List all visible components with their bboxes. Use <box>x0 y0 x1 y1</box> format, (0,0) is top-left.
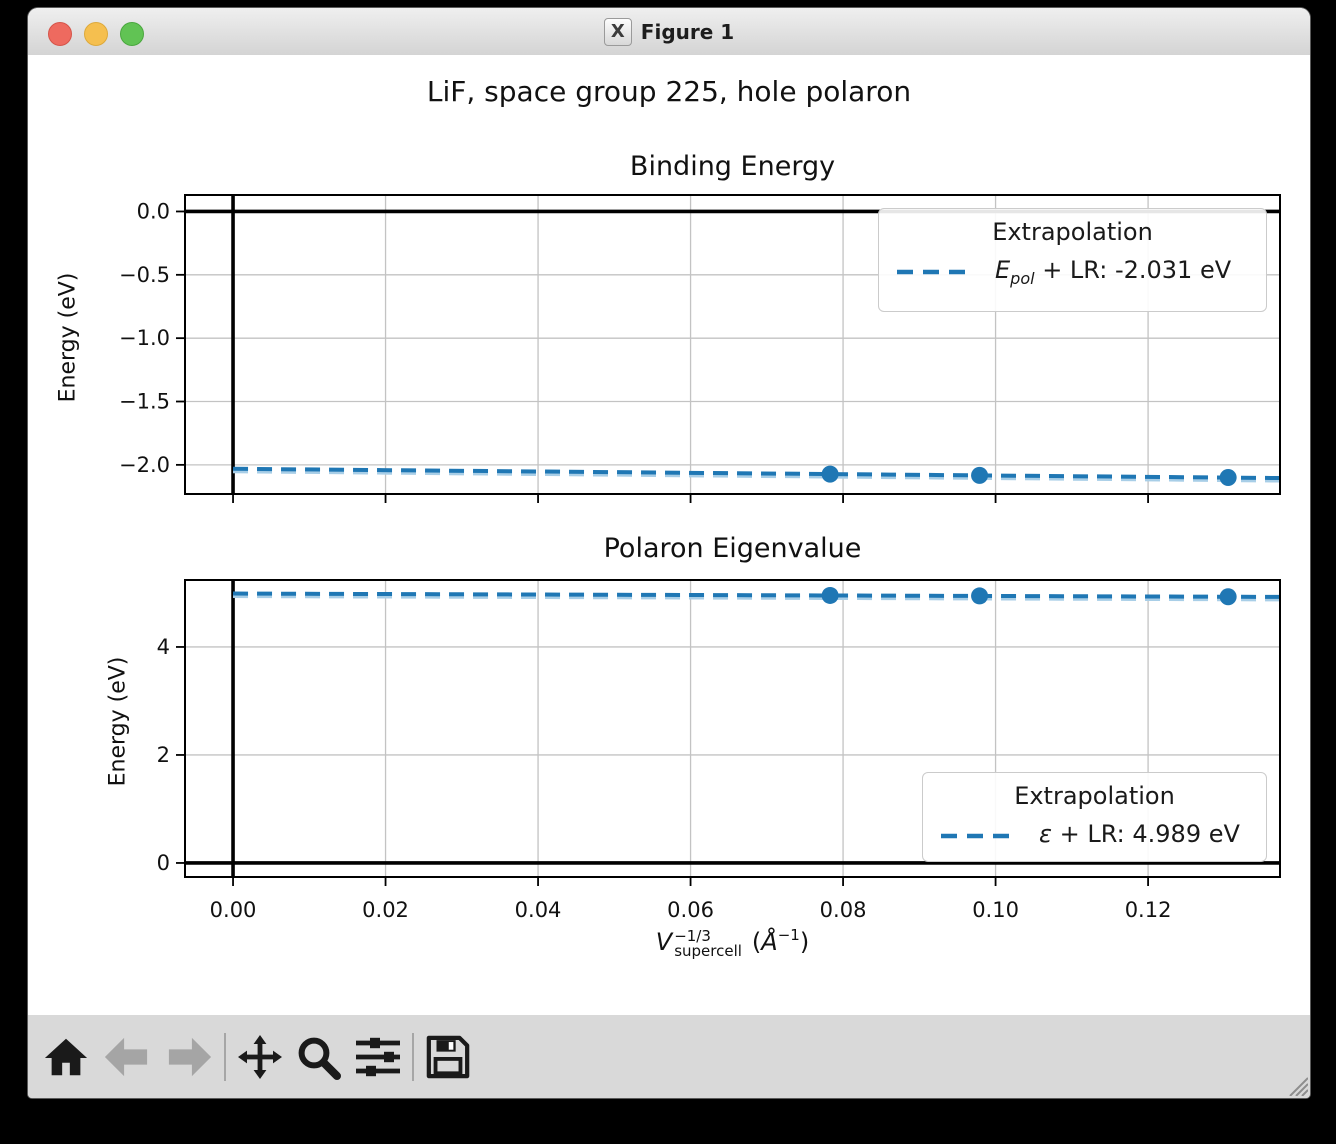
zoom-to-rect-button[interactable] <box>292 1031 344 1083</box>
data-point <box>971 587 989 605</box>
home-button[interactable] <box>40 1031 92 1083</box>
plot2-legend-entry: ε + LR: 4.989 eV <box>923 810 1266 852</box>
extrapolation-line <box>233 466 1281 481</box>
y-tick-label: 0 <box>157 851 170 875</box>
fit-line-light <box>233 469 1281 483</box>
x-tick-label: 0.04 <box>515 898 562 922</box>
x-tick-label: 0.12 <box>1125 898 1172 922</box>
dashed-line-swatch <box>897 269 969 275</box>
plot1-legend-entry: Epol + LR: -2.031 eV <box>879 246 1266 288</box>
legend-text: + LR: -2.031 eV <box>1034 256 1232 284</box>
dashed-line-swatch <box>941 833 1013 839</box>
legend-symbol: ε <box>1039 820 1052 848</box>
fit-line-light <box>233 594 1281 602</box>
forward-arrow-icon <box>168 1037 212 1076</box>
figure-window: X Figure 1 LiF, space group 225, hole po… <box>28 8 1310 1098</box>
axes-frame <box>184 194 1281 495</box>
zoom-window-button[interactable] <box>120 22 144 46</box>
configure-subplots-button[interactable] <box>352 1031 404 1083</box>
y-tick-label: 0.0 <box>137 199 170 223</box>
x-tick-label: 0.06 <box>667 898 714 922</box>
y-tick-label: 2 <box>157 743 170 767</box>
window-title: Figure 1 <box>640 19 735 44</box>
toolbar-separator <box>224 1032 226 1081</box>
xlabel-superscript: −1/3 <box>674 927 711 945</box>
x-tick-label: 0.08 <box>820 898 867 922</box>
plot1-legend-title: Extrapolation <box>992 218 1153 246</box>
xlabel-scripts: −1/3 supercell <box>674 929 742 959</box>
sliders-icon <box>356 1037 400 1076</box>
home-icon <box>44 1038 88 1075</box>
forward-button[interactable] <box>164 1031 216 1083</box>
xlabel-close-paren: ) <box>799 928 810 956</box>
x-axis-label: V −1/3 supercell ( Å −1 ) <box>185 926 1280 959</box>
plot1-legend: Extrapolation Epol + LR: -2.031 eV <box>878 208 1267 312</box>
plot2-legend-label: ε + LR: 4.989 eV <box>1039 820 1240 852</box>
legend-symbol: E <box>995 256 1011 284</box>
xlabel-subscript: supercell <box>674 942 742 960</box>
figure-canvas[interactable]: LiF, space group 225, hole polaron Bindi… <box>28 55 1310 1015</box>
y-tick-label: −2.0 <box>119 453 170 477</box>
pan-button[interactable] <box>234 1031 286 1083</box>
xlabel-open-paren: ( <box>751 928 762 956</box>
figure-suptitle: LiF, space group 225, hole polaron <box>426 75 912 108</box>
close-button[interactable] <box>48 22 72 46</box>
x11-app-icon: X <box>603 17 632 46</box>
plot2-legend-title: Extrapolation <box>1014 782 1175 810</box>
xlabel-angstrom: Å <box>761 928 778 956</box>
plot1-title: Binding Energy <box>629 151 836 182</box>
matplotlib-toolbar <box>28 1015 1310 1098</box>
titlebar-center: X Figure 1 <box>28 8 1310 55</box>
save-floppy-icon <box>426 1035 470 1078</box>
x-tick-label: 0.02 <box>362 898 409 922</box>
x-tick-label: 0.10 <box>972 898 1019 922</box>
data-point <box>971 466 989 484</box>
legend-symbol-sub: pol <box>1010 268 1035 288</box>
save-button[interactable] <box>422 1031 474 1083</box>
window-titlebar[interactable]: X Figure 1 <box>28 8 1310 56</box>
pan-icon <box>238 1034 282 1079</box>
x-tick-label: 0.00 <box>210 898 257 922</box>
axes-frame <box>184 579 1281 878</box>
extrapolation-line <box>233 591 1281 599</box>
y-tick-label: −1.0 <box>119 326 170 350</box>
back-arrow-icon <box>104 1037 148 1076</box>
plot2-legend: Extrapolation ε + LR: 4.989 eV <box>922 772 1267 862</box>
toolbar-separator <box>412 1032 414 1081</box>
data-point <box>821 586 839 604</box>
y-tick-label: −1.5 <box>119 390 170 414</box>
y-tick-label: −0.5 <box>119 263 170 287</box>
axes-plot-1: 0.0 −0.5 −1.0 −1.5 −2.0 <box>119 194 1281 503</box>
xlabel-exponent: −1 <box>777 926 800 944</box>
magnifier-icon <box>298 1037 341 1080</box>
axes-plot-2: 0.00 0.02 0.04 0.06 0.08 0.10 0.12 0 2 4 <box>157 579 1281 922</box>
resize-grip[interactable] <box>1284 1072 1308 1096</box>
legend-text: + LR: 4.989 eV <box>1051 820 1240 848</box>
plots-svg-layer: 0.0−0.5−1.0−1.5−2.00.00 0.02 0.04 0.06 0.08 0… <box>119 194 1281 922</box>
back-button[interactable] <box>100 1031 152 1083</box>
plot2-title: Polaron Eigenvalue <box>603 533 862 564</box>
data-point <box>1219 469 1237 487</box>
minimize-button[interactable] <box>84 22 108 46</box>
y-tick-label: 4 <box>157 635 170 659</box>
xlabel-variable: V <box>655 928 673 956</box>
plot1-legend-label: Epol + LR: -2.031 eV <box>995 256 1231 288</box>
data-point <box>821 465 839 483</box>
data-point <box>1219 588 1237 606</box>
